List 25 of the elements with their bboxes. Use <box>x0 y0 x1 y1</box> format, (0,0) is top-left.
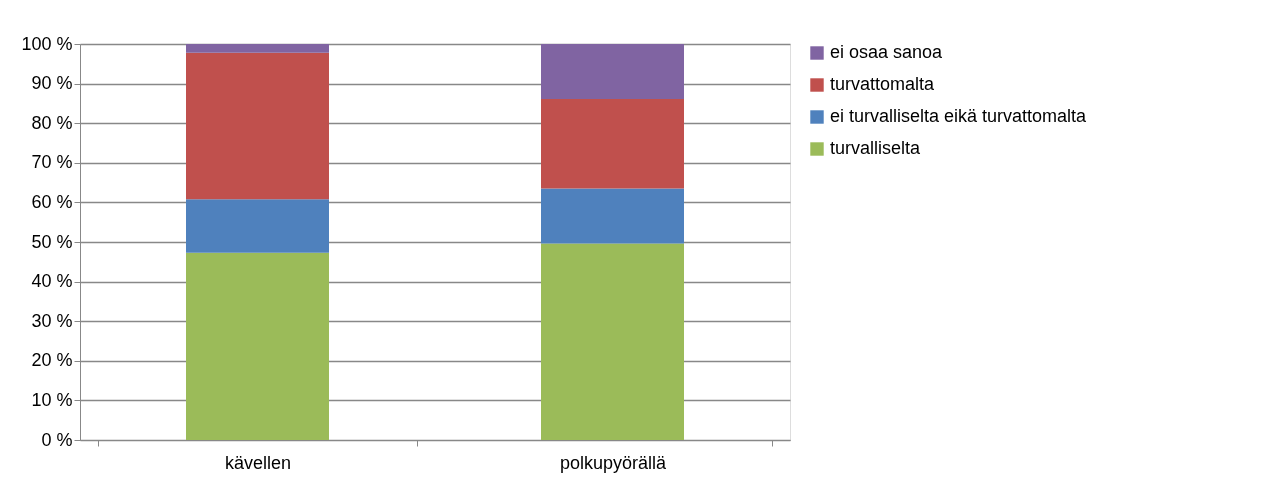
bar <box>541 243 684 440</box>
bar <box>541 188 684 244</box>
y-tick-label: 90 % <box>31 73 73 94</box>
bar <box>541 99 684 189</box>
y-tick-label: 70 % <box>31 152 73 173</box>
y-tick-label: 60 % <box>31 191 73 212</box>
legend-label: turvalliselta <box>830 138 922 158</box>
y-tick-label: 0 % <box>41 429 73 450</box>
bar <box>186 44 329 53</box>
bar <box>186 52 329 200</box>
x-tick-label: kävellen <box>224 452 292 473</box>
legend-label: ei osaa sanoa <box>830 42 944 62</box>
legend-label: turvattomalta <box>830 74 936 94</box>
y-tick-label: 10 % <box>31 389 73 410</box>
y-tick-label: 80 % <box>31 112 73 133</box>
bar <box>186 252 329 440</box>
x-tick-label: polkupyörällä <box>559 452 668 473</box>
y-tick-label: 50 % <box>31 231 73 252</box>
legend-label: ei turvalliselta eikä turvattomalta <box>830 106 1088 126</box>
y-tick-label: 40 % <box>31 271 73 292</box>
bar <box>186 199 329 253</box>
y-tick-label: 30 % <box>31 310 73 331</box>
y-tick-label: 100 % <box>21 33 73 54</box>
bar <box>541 44 684 100</box>
y-tick-label: 20 % <box>31 350 73 371</box>
